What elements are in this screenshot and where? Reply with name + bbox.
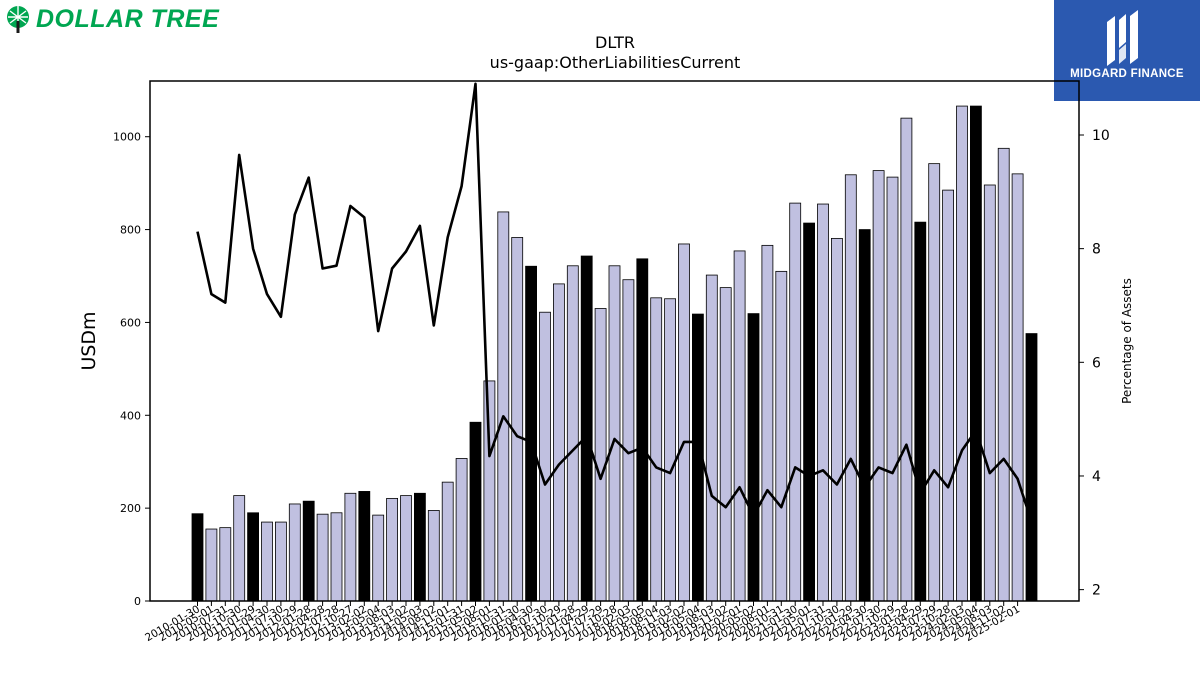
y-axis-right: 2 4 6 8 10 [1079,128,1110,599]
bar [761,244,774,602]
bar [427,510,440,602]
bar [316,513,329,602]
y2-axis-label: Percentage of Assets [1120,278,1134,404]
bar [400,495,412,602]
dollar-tree-wordmark: DOLLAR TREE [36,4,220,33]
pct-line-series [196,82,1033,522]
bar [1025,333,1038,602]
bar [956,105,968,602]
bar [580,255,593,602]
bar [831,237,843,602]
bar [386,497,399,602]
bar [553,283,565,602]
bar [455,458,468,602]
bar [970,105,982,602]
pct-line [196,82,1033,522]
bar [719,287,732,602]
y-tick-label: 200 [120,502,141,515]
bar [942,189,954,602]
y2-tick-label: 4 [1092,469,1101,485]
chart-subtitle: us-gaap:OtherLiabilitiesCurrent [490,53,741,72]
bar-series [191,105,1038,602]
bar [344,492,357,602]
y-axis-left: 0 200 400 600 800 1000 [113,131,150,608]
y-axis-label: USDm [78,311,100,370]
bar [678,243,690,602]
bar [261,521,273,602]
y-tick-label: 0 [134,595,141,608]
y-tick-label: 800 [120,224,141,237]
bar [525,265,537,602]
bar [914,221,927,602]
bar [622,279,635,602]
bar [803,222,815,602]
bar [566,265,579,602]
y-tick-label: 600 [120,316,141,329]
bar [539,311,551,602]
bar [636,258,649,602]
bar [219,527,232,602]
midgard-mark-icon [1107,10,1138,66]
bar [441,481,454,602]
bar [747,313,760,602]
bar [844,174,857,602]
bar [705,274,718,602]
midgard-wordmark: MIDGARD FINANCE [1070,68,1184,80]
y2-tick-label: 8 [1092,242,1101,258]
bar [608,265,621,602]
bar [594,308,607,602]
bar [886,176,899,602]
bar [483,380,496,602]
bar [664,298,676,602]
bar [372,514,385,602]
bar [233,495,246,602]
midgard-finance-logo: MIDGARD FINANCE [1054,0,1200,101]
bar [511,237,524,602]
bar [358,491,371,602]
bar [928,163,941,602]
bar [1011,173,1024,602]
bar [872,170,885,602]
bar [330,512,343,602]
bar [302,500,315,602]
bar [858,229,871,602]
bar [191,513,204,602]
bar [983,184,996,602]
chart-title: DLTR [595,33,635,52]
bar [997,147,1010,602]
bar [413,492,426,602]
bar [469,421,482,602]
dollar-tree-logo: DOLLAR TREE [4,4,219,34]
bar [789,202,802,602]
y-tick-label: 1000 [113,131,141,144]
bar [288,503,301,602]
bar [900,117,913,602]
y2-tick-label: 2 [1092,583,1101,599]
x-axis: 2010-01-302010-05-012010-07-312010-10-30… [143,601,1022,644]
y-tick-label: 400 [120,409,141,422]
bar [274,521,287,602]
y2-tick-label: 10 [1092,128,1110,144]
bar [733,250,746,602]
bar [247,512,260,602]
bar [497,211,510,602]
bar [650,297,663,602]
bar [205,528,218,602]
y2-tick-label: 6 [1092,355,1101,371]
bar [817,203,829,602]
dollar-tree-leaf-icon [7,6,29,33]
bar [775,270,788,602]
